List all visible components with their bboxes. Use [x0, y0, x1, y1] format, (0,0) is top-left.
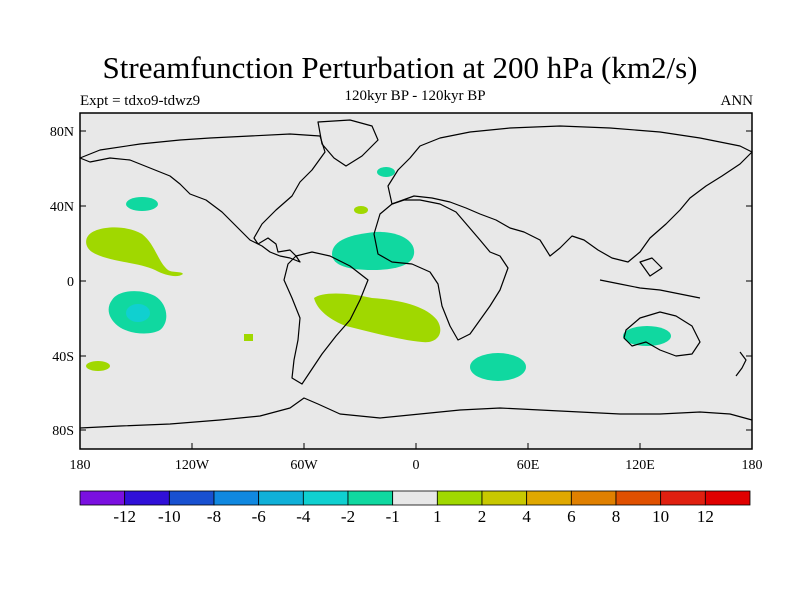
coastline-south-america [283, 251, 369, 385]
colorbar-swatch [392, 490, 438, 506]
x-tick-label: 120W [175, 458, 210, 473]
colorbar-swatch [168, 490, 215, 506]
y-tick-label: 40S [52, 350, 74, 365]
colorbar-label: -10 [158, 507, 181, 526]
coastline-antarctica [79, 397, 753, 429]
colorbar-label: 12 [697, 507, 714, 526]
experiment-label: Expt = tdxo9-tdwz9 [80, 93, 201, 109]
colorbar-swatch [258, 490, 304, 506]
colorbar-swatch [615, 490, 662, 506]
map-title: Streamfunction Perturbation at 200 hPa (… [102, 50, 698, 85]
season-label: ANN [720, 93, 754, 109]
anomaly-region-narctic-neg [377, 167, 395, 177]
colorbar-label: 8 [612, 507, 621, 526]
coastline-new-zealand [735, 351, 747, 377]
colorbar-label: 1 [433, 507, 442, 526]
x-tick-label: 0 [413, 458, 420, 473]
colorbar-label: -1 [386, 507, 400, 526]
coastline-greenland [317, 119, 379, 167]
coastline-europe-asia-north [387, 125, 753, 263]
x-tick-label: 180 [742, 458, 763, 473]
colorbar-swatch [570, 490, 617, 506]
y-tick-label: 40N [50, 200, 74, 215]
y-tick-label: 80N [50, 125, 74, 140]
anomaly-region-sind-neg [470, 353, 526, 381]
x-tick-label: 180 [70, 458, 91, 473]
y-tick-label: 0 [67, 275, 74, 290]
coastline-africa-eurasia [373, 199, 509, 341]
colorbar-swatch [79, 490, 126, 506]
anomaly-region-natl-small-pos [354, 206, 368, 214]
anomaly-region-tatl-neg [332, 231, 415, 270]
colorbar-swatch [347, 490, 394, 506]
anomaly-region-npac-pos [86, 227, 183, 277]
colorbar-swatch [526, 490, 572, 506]
coastline-indonesia [599, 257, 701, 299]
colorbar-swatch [660, 490, 706, 506]
axis-ticks [79, 130, 753, 449]
colorbar-swatch [213, 490, 260, 506]
colorbar-label: -12 [113, 507, 136, 526]
colorbar-swatch [436, 490, 483, 506]
anomaly-region-spac-core-neg [126, 304, 150, 322]
anomaly-region-spac-small-pos [86, 361, 110, 371]
anomaly-region-spac-tiny-pos [244, 334, 253, 341]
anomaly-region-aus-neg [623, 326, 671, 346]
coastline-north-america [79, 133, 326, 263]
map-subtitle: 120kyr BP - 120kyr BP [344, 88, 486, 104]
y-tick-label: 80S [52, 424, 74, 439]
colorbar-label: -8 [207, 507, 221, 526]
colorbar: -12 -10 -8 -6 -4 -2 -1 1 2 4 6 8 10 12 [79, 490, 751, 526]
anomaly-region-npac-neg [126, 197, 158, 211]
anomaly-region-satl-pos [314, 293, 441, 343]
coastline-australia [623, 311, 701, 357]
anomaly-regions [86, 167, 671, 381]
colorbar-label: 4 [522, 507, 531, 526]
colorbar-label: -4 [296, 507, 311, 526]
colorbar-label: -2 [341, 507, 355, 526]
colorbar-swatch [302, 490, 349, 506]
colorbar-label: 2 [478, 507, 487, 526]
colorbar-swatch [704, 490, 751, 506]
coastlines [79, 119, 753, 429]
colorbar-label: -6 [252, 507, 266, 526]
x-tick-label: 120E [625, 458, 655, 473]
map-background [80, 113, 752, 449]
colorbar-label: 10 [652, 507, 669, 526]
colorbar-label: 6 [567, 507, 576, 526]
x-tick-label: 60W [290, 458, 318, 473]
colorbar-swatch [481, 490, 528, 506]
colorbar-swatch [124, 490, 170, 506]
x-tick-label: 60E [517, 458, 540, 473]
